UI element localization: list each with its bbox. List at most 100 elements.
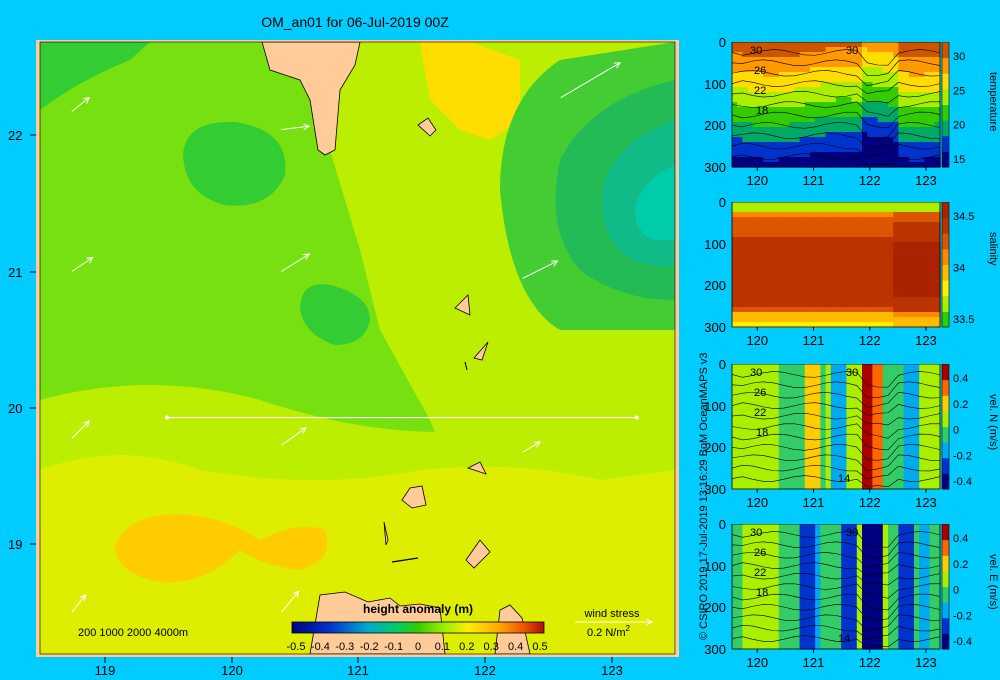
section-colorbar-label: salinity: [987, 232, 999, 266]
map-y-tick: 19: [8, 537, 22, 552]
section-x-tick: 120: [746, 333, 768, 348]
section-x-tick: 122: [859, 495, 881, 510]
section-y-tick: 100: [704, 558, 726, 574]
section-colorbar-tick: -0.2: [953, 450, 972, 462]
section-x-tick: 120: [746, 173, 768, 188]
contour-label: 30: [846, 45, 858, 57]
section-colorbar-tick: 0: [953, 425, 959, 437]
map-x-tick: 122: [474, 663, 496, 678]
colorbar-tick-label: -0.2: [360, 641, 379, 653]
contour-label: 26: [754, 387, 766, 399]
contour-label: 30: [846, 367, 858, 379]
wind-vector: [281, 126, 309, 130]
section-colorbar-tick: 0: [953, 585, 959, 597]
colorbar: [291, 621, 545, 634]
colorbar-tick-label: 0: [415, 641, 421, 653]
section-line-start: [165, 415, 169, 420]
section-x-tick: 122: [859, 173, 881, 188]
section-colorbar-tick: -0.4: [953, 476, 972, 488]
section-panel-salinity: 120 121 122 123 34.5 34 33.5: [731, 202, 974, 348]
colorbar-tick-label: 0.3: [484, 641, 499, 653]
colorbar-tick-label: 0.4: [508, 641, 523, 653]
section-colorbar-tick: 20: [953, 120, 965, 132]
contour-label: 18: [756, 587, 768, 599]
section-colorbar-label: temperature: [987, 72, 999, 132]
wind-vector: [281, 254, 309, 272]
section-y-tick: 200: [704, 278, 726, 294]
section-line-end: [634, 415, 639, 420]
colorbar-title: height anomaly (m): [363, 602, 473, 616]
section-y-tick: 300: [704, 320, 726, 335]
map-x-tick: 119: [95, 663, 116, 678]
section-x-tick: 120: [746, 655, 768, 670]
contour-label: 18: [756, 427, 768, 439]
section-colorbar-tick: 34.5: [953, 211, 974, 223]
section-colorbar-tick: 25: [953, 85, 965, 97]
wind-vector: [522, 261, 558, 279]
section-y-tick: 300: [704, 160, 726, 175]
section-colorbar-tick: 0.4: [953, 373, 968, 385]
map-x-tick: 123: [601, 663, 623, 678]
section-y-tick: 0: [718, 517, 726, 532]
contour-label: 30: [750, 367, 762, 379]
section-x-tick: 121: [803, 333, 825, 348]
section-y-tick: 0: [718, 195, 726, 210]
wind-vector: [71, 595, 86, 613]
section-colorbar-label: vel. E (m/s): [987, 554, 999, 610]
section-x-tick: 123: [915, 333, 937, 348]
section-colorbar-tick: 0.4: [953, 533, 968, 545]
wind-vector: [71, 258, 93, 272]
section-colorbar: [942, 364, 949, 490]
map-x-axis: 119 120 121 122 123: [95, 657, 623, 678]
wind-vector: [71, 98, 90, 112]
section-colorbar-tick: 30: [953, 51, 965, 63]
map-title: OM_an01 for 06-Jul-2019 00Z: [261, 14, 449, 30]
section-colorbar-tick: -0.4: [953, 636, 972, 648]
section-x-tick: 123: [915, 655, 937, 670]
map-y-tick: 21: [8, 265, 22, 280]
section-y-tick: 200: [704, 440, 726, 456]
map-y-tick: 20: [8, 401, 22, 416]
section-y-tick: 0: [718, 35, 726, 50]
section-y-tick: 300: [704, 642, 726, 657]
wind-vector: [280, 591, 299, 613]
section-y-tick: 200: [704, 118, 726, 134]
colorbar-tick-label: -0.3: [335, 641, 354, 653]
section-x-tick: 123: [915, 495, 937, 510]
section-x-tick: 121: [803, 173, 825, 188]
contour-label: 22: [754, 567, 766, 579]
contour-label: 26: [754, 65, 766, 77]
contour-label: 30: [750, 527, 762, 539]
section-panel-temperature: 30 30 26 22 18 120 121 122 123 30 25 20 15: [731, 42, 965, 188]
section-y-tick: 100: [704, 76, 726, 92]
colorbar-tick-label: 0.1: [435, 641, 450, 653]
colorbar-ticks: -0.5 -0.4 -0.3 -0.2 -0.1 0 0.1 0.2 0.3 0.4 0.5: [287, 641, 548, 653]
section-x-tick: 122: [859, 655, 881, 670]
section-colorbar-tick: -0.2: [953, 610, 972, 622]
section-y-tick: 300: [704, 482, 726, 497]
section-y-tick: 200: [704, 600, 726, 616]
section-panel-velE: 30 30 26 22 18 14 120 121 122 123 0.4 0.2 0 -0.2 -0.4: [731, 524, 972, 670]
contour-label: 22: [754, 407, 766, 419]
wind-legend-value: 0.2 N/m2: [587, 624, 631, 639]
depth-legend: 200 1000 2000 4000m: [78, 627, 188, 639]
colorbar-tick-label: -0.4: [311, 641, 330, 653]
colorbar-tick-label: 0.5: [532, 641, 547, 653]
wind-vector: [281, 428, 306, 446]
contour-label: 22: [754, 85, 766, 97]
section-x-tick: 121: [803, 655, 825, 670]
map-y-axis: 22 21 20 19: [8, 128, 36, 552]
section-colorbar-tick: 0.2: [953, 399, 968, 411]
section-colorbar: [942, 524, 949, 650]
section-colorbar: [942, 202, 949, 328]
wind-vectors: [71, 63, 620, 613]
anomaly-field: [40, 42, 675, 654]
section-colorbar-tick: 33.5: [953, 314, 974, 326]
map-x-tick: 121: [347, 663, 369, 678]
section-x-tick: 120: [746, 495, 768, 510]
map-x-tick: 120: [221, 663, 243, 678]
section-y-tick: 100: [704, 398, 726, 414]
section-panel-velN: 30 30 26 22 18 14 120 121 122 123 0.4 0.2 0 -0.2 -0.4: [731, 364, 972, 510]
section-field: [732, 364, 941, 490]
colorbar-tick-label: -0.1: [384, 641, 403, 653]
